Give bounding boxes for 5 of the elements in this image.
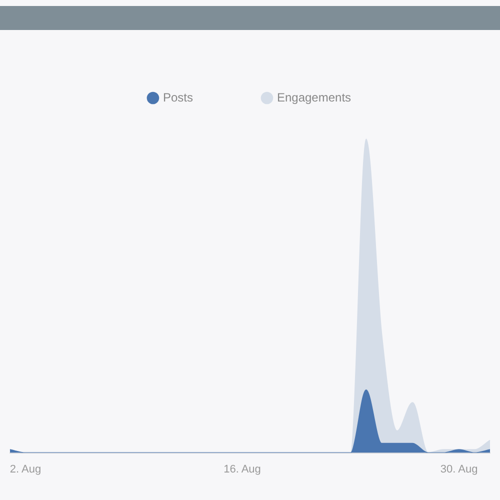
legend-label: Posts — [162, 90, 193, 104]
x-tick-label: 2. Aug — [10, 463, 42, 476]
x-tick-label: 30. Aug — [440, 463, 478, 476]
x-tick-label: 16. Aug — [224, 463, 261, 476]
legend-label: Engagements — [276, 90, 352, 104]
